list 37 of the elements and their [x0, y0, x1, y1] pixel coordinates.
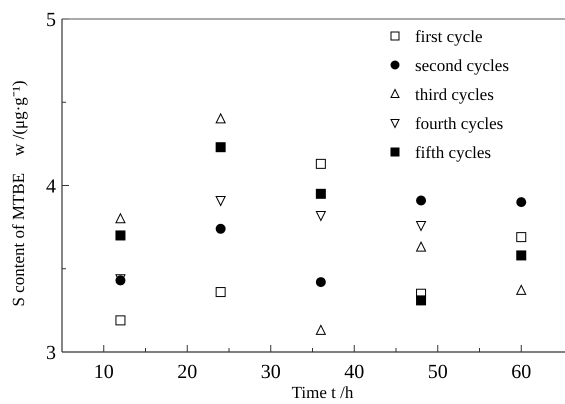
point: [216, 113, 226, 124]
point: [516, 284, 526, 295]
point: [516, 232, 526, 242]
point: [316, 158, 326, 169]
point: [216, 287, 226, 298]
legend-label: fifth cycles: [415, 143, 491, 162]
point: [516, 197, 526, 208]
x-axis-title: Time t /h: [292, 383, 354, 402]
legend-label: second cycles: [415, 56, 509, 75]
x-tick-label: 10: [94, 361, 114, 383]
point: [416, 242, 426, 252]
y-axis-title: S content of MTBE w /(μg·g⁻¹): [9, 80, 28, 307]
y-tick-label: 3: [46, 342, 56, 364]
x-tick-label: 50: [428, 361, 448, 383]
point: [416, 295, 426, 306]
x-tick-label: 60: [511, 361, 532, 383]
y-tick-label: 5: [46, 9, 56, 31]
legend-label: first cycle: [415, 27, 482, 46]
point: [516, 250, 526, 260]
legend-label: third cycles: [415, 85, 494, 104]
x-tick-label: 20: [177, 361, 198, 383]
point: [416, 195, 426, 206]
point: [316, 277, 326, 288]
point: [316, 188, 326, 199]
y-tick-label: 4: [46, 176, 56, 198]
x-tick-label: 30: [260, 361, 281, 383]
point: [316, 210, 326, 221]
point: [115, 230, 126, 240]
legend-label: fourth cycles: [415, 114, 504, 133]
point: [115, 213, 126, 224]
point: [316, 324, 326, 335]
point: [216, 224, 226, 234]
x-tick-label: 40: [344, 361, 364, 383]
point: [216, 196, 226, 206]
point: [416, 220, 426, 231]
point: [115, 315, 126, 326]
point: [216, 142, 226, 152]
